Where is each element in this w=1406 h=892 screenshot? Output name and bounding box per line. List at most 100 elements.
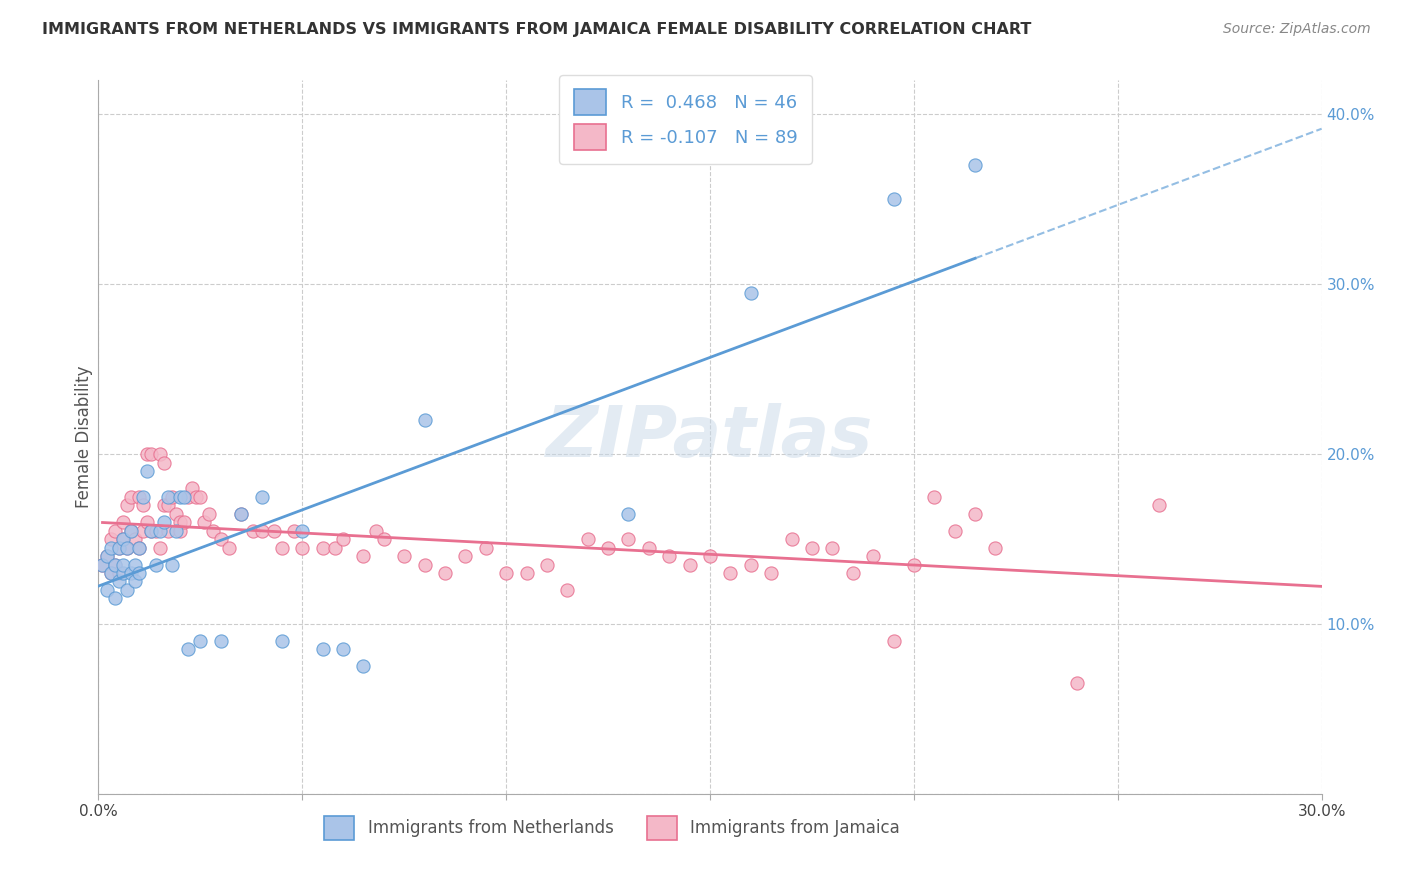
Point bbox=[352, 549, 374, 563]
Point bbox=[903, 558, 925, 572]
Point bbox=[141, 524, 163, 538]
Point bbox=[128, 490, 150, 504]
Point bbox=[965, 507, 987, 521]
Point bbox=[740, 558, 762, 572]
Point bbox=[536, 558, 558, 572]
Point bbox=[128, 566, 150, 580]
Point bbox=[173, 490, 195, 504]
Point bbox=[149, 524, 172, 538]
Point bbox=[516, 566, 538, 580]
Point bbox=[165, 507, 187, 521]
Point bbox=[699, 549, 721, 563]
Point bbox=[100, 532, 122, 546]
Point bbox=[100, 566, 122, 580]
Point bbox=[111, 532, 134, 546]
Point bbox=[323, 541, 346, 555]
Point bbox=[132, 490, 155, 504]
Point bbox=[165, 524, 187, 538]
Point bbox=[108, 541, 131, 555]
Point bbox=[141, 447, 163, 461]
Point bbox=[218, 541, 240, 555]
Point bbox=[841, 566, 863, 580]
Point bbox=[922, 490, 945, 504]
Point bbox=[169, 515, 191, 529]
Point bbox=[152, 515, 174, 529]
Point bbox=[201, 524, 224, 538]
Point bbox=[263, 524, 285, 538]
Point bbox=[100, 541, 122, 555]
Point bbox=[188, 634, 212, 648]
Point bbox=[242, 524, 264, 538]
Point bbox=[115, 498, 138, 512]
Text: Source: ZipAtlas.com: Source: ZipAtlas.com bbox=[1223, 22, 1371, 37]
Point bbox=[115, 541, 138, 555]
Point bbox=[149, 541, 172, 555]
Point bbox=[270, 541, 294, 555]
Point bbox=[149, 447, 172, 461]
Point bbox=[617, 532, 640, 546]
Point bbox=[169, 490, 191, 504]
Point bbox=[454, 549, 477, 563]
Point bbox=[231, 507, 253, 521]
Point bbox=[96, 549, 118, 563]
Point bbox=[120, 524, 142, 538]
Point bbox=[108, 541, 131, 555]
Point bbox=[658, 549, 681, 563]
Point bbox=[373, 532, 395, 546]
Point bbox=[364, 524, 387, 538]
Point bbox=[965, 158, 987, 172]
Point bbox=[120, 566, 142, 580]
Point bbox=[209, 532, 232, 546]
Point bbox=[115, 582, 138, 597]
Point bbox=[124, 558, 146, 572]
Point bbox=[598, 541, 620, 555]
Point bbox=[761, 566, 783, 580]
Point bbox=[434, 566, 457, 580]
Point bbox=[108, 574, 131, 589]
Point bbox=[141, 524, 163, 538]
Point bbox=[352, 659, 374, 673]
Point bbox=[332, 532, 354, 546]
Point bbox=[780, 532, 803, 546]
Point bbox=[145, 558, 167, 572]
Point bbox=[283, 524, 305, 538]
Point bbox=[111, 515, 134, 529]
Point bbox=[576, 532, 599, 546]
Point bbox=[862, 549, 884, 563]
Point bbox=[177, 642, 200, 657]
Point bbox=[883, 192, 905, 206]
Point bbox=[193, 515, 215, 529]
Point bbox=[188, 490, 212, 504]
Point bbox=[679, 558, 702, 572]
Point bbox=[160, 490, 183, 504]
Point bbox=[104, 524, 127, 538]
Y-axis label: Female Disability: Female Disability bbox=[75, 366, 93, 508]
Point bbox=[231, 507, 253, 521]
Point bbox=[152, 498, 174, 512]
Point bbox=[740, 285, 762, 300]
Point bbox=[186, 490, 208, 504]
Point bbox=[156, 524, 179, 538]
Text: ZIPatlas: ZIPatlas bbox=[547, 402, 873, 472]
Point bbox=[136, 464, 159, 478]
Point bbox=[177, 490, 200, 504]
Point bbox=[124, 532, 146, 546]
Point bbox=[474, 541, 498, 555]
Point bbox=[1066, 676, 1088, 690]
Point bbox=[291, 524, 314, 538]
Point bbox=[104, 558, 127, 572]
Point bbox=[100, 566, 122, 580]
Point bbox=[136, 515, 159, 529]
Point bbox=[181, 481, 204, 495]
Legend: Immigrants from Netherlands, Immigrants from Jamaica: Immigrants from Netherlands, Immigrants … bbox=[318, 809, 907, 847]
Text: IMMIGRANTS FROM NETHERLANDS VS IMMIGRANTS FROM JAMAICA FEMALE DISABILITY CORRELA: IMMIGRANTS FROM NETHERLANDS VS IMMIGRANT… bbox=[42, 22, 1032, 37]
Point bbox=[413, 558, 436, 572]
Point bbox=[132, 498, 155, 512]
Point bbox=[197, 507, 219, 521]
Point bbox=[332, 642, 354, 657]
Point bbox=[111, 532, 134, 546]
Point bbox=[984, 541, 1007, 555]
Point bbox=[104, 591, 127, 606]
Point bbox=[132, 524, 155, 538]
Point bbox=[270, 634, 294, 648]
